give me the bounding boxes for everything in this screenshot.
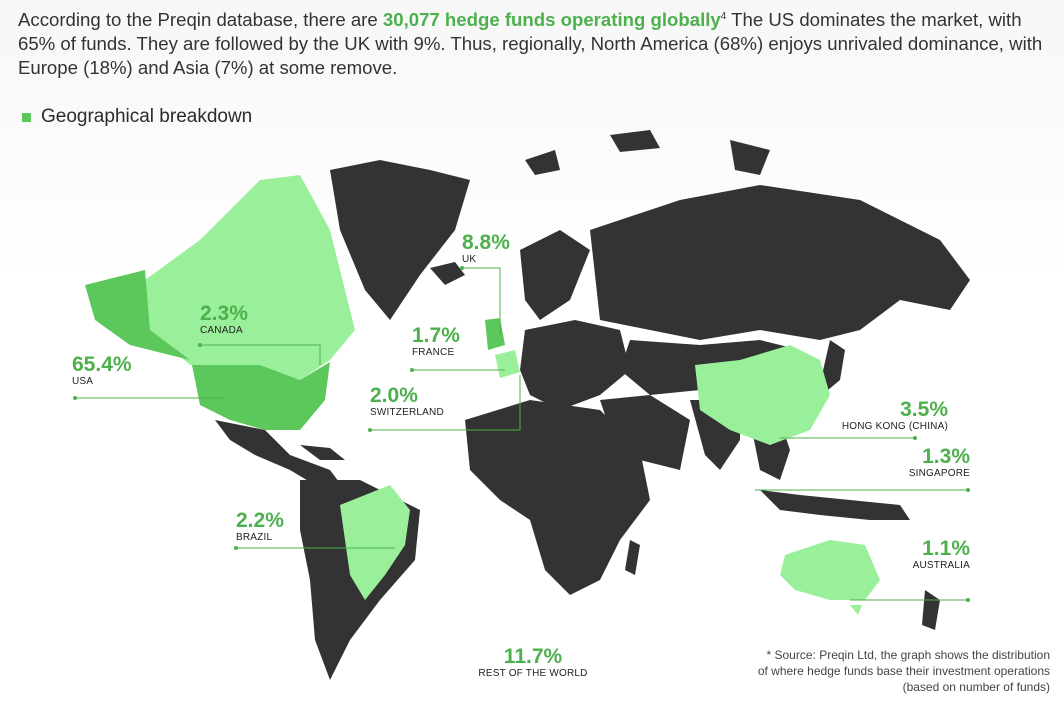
- caribbean-shape: [300, 445, 345, 460]
- usa-shape: [192, 362, 330, 430]
- greenland-shape: [330, 160, 470, 320]
- tasmania-shape: [850, 605, 862, 615]
- label-brazil-pct: 2.2%: [236, 509, 284, 532]
- label-uk: 8.8% UK: [462, 232, 510, 266]
- label-usa: 65.4% USA: [72, 354, 132, 388]
- arabia-shape: [600, 395, 690, 470]
- arctic-islands-shape: [610, 130, 660, 152]
- label-singapore-name: SINGAPORE: [908, 468, 970, 479]
- russia-shape: [590, 185, 970, 340]
- label-brazil: 2.2% BRAZIL: [236, 510, 284, 544]
- light-land-group: [145, 175, 880, 615]
- canada-shape: [145, 175, 355, 380]
- label-canada: 2.3% CANADA: [200, 303, 248, 337]
- leader-switzerland: [370, 375, 521, 431]
- uk-shape: [485, 318, 505, 350]
- madagascar-shape: [625, 540, 640, 575]
- legend-label: Geographical breakdown: [41, 106, 253, 127]
- europe-shape: [520, 320, 630, 410]
- africa-shape: [465, 400, 650, 595]
- brazil-shape: [340, 485, 410, 600]
- label-singapore-pct: 1.3%: [922, 445, 970, 468]
- leader-dot-switzerland: [368, 428, 372, 432]
- leader-dots: [73, 266, 970, 602]
- intro-text-end: The US dominates the market, with 65% of…: [18, 9, 1043, 78]
- svalbard-shape: [525, 150, 560, 175]
- label-canada-pct: 2.3%: [200, 302, 248, 325]
- alaska-shape: [85, 270, 190, 360]
- label-australia: 1.1% AUSTRALIA: [870, 538, 970, 572]
- label-switzerland-name: SWITZERLAND: [370, 407, 444, 418]
- leader-dot-australia: [966, 598, 970, 602]
- leader-dot-france: [410, 368, 414, 372]
- source-line-2: of where hedge funds base their investme…: [757, 664, 1050, 678]
- label-uk-pct: 8.8%: [462, 231, 510, 254]
- iceland-shape: [430, 262, 465, 285]
- intro-paragraph: According to the Preqin database, there …: [18, 8, 1058, 80]
- leader-canada: [200, 344, 321, 365]
- label-france-pct: 1.7%: [412, 324, 460, 347]
- source-line-3: (based on number of funds): [902, 680, 1050, 694]
- new-zealand-shape: [922, 590, 940, 630]
- leader-lines: [75, 267, 968, 601]
- leader-dot-hongkong: [913, 436, 917, 440]
- label-usa-pct: 65.4%: [72, 353, 132, 376]
- label-france-name: FRANCE: [412, 347, 455, 358]
- leader-dot-canada: [198, 343, 202, 347]
- scandinavia-shape: [520, 230, 590, 320]
- leader-dot-brazil: [234, 546, 238, 550]
- label-switzerland-pct: 2.0%: [370, 384, 418, 407]
- label-australia-pct: 1.1%: [922, 537, 970, 560]
- label-hongkong: 3.5% HONG KONG (CHINA): [780, 399, 948, 433]
- label-switzerland: 2.0% SWITZERLAND: [370, 385, 444, 419]
- intro-highlight: 30,077 hedge funds operating globally: [382, 9, 721, 30]
- novaya-zemlya-shape: [690, 195, 735, 240]
- label-canada-name: CANADA: [200, 325, 243, 336]
- leader-uk: [462, 267, 501, 335]
- label-rest-of-world-name: REST OF THE WORLD: [478, 668, 588, 679]
- footnote-marker: 4: [720, 11, 727, 22]
- australia-shape: [780, 540, 880, 600]
- label-france: 1.7% FRANCE: [412, 325, 460, 359]
- label-uk-name: UK: [462, 254, 477, 265]
- leader-dot-singapore: [966, 488, 970, 492]
- label-australia-name: AUSTRALIA: [912, 560, 970, 571]
- arctic-east-shape: [730, 140, 770, 175]
- label-brazil-name: BRAZIL: [236, 532, 273, 543]
- label-usa-name: USA: [72, 376, 94, 387]
- label-singapore: 1.3% SINGAPORE: [870, 446, 970, 480]
- legend: Geographical breakdown: [22, 106, 252, 128]
- label-hongkong-name: HONG KONG (CHINA): [841, 421, 948, 432]
- indonesia-shape: [760, 490, 910, 520]
- label-rest-of-world-pct: 11.7%: [503, 645, 563, 668]
- mexico-central-america-shape: [215, 420, 345, 490]
- intro-text-start: According to the Preqin database, there …: [18, 9, 383, 30]
- source-line-1: * Source: Preqin Ltd, the graph shows th…: [766, 648, 1051, 662]
- leader-dot-uk: [460, 266, 464, 270]
- china-shape: [695, 345, 830, 445]
- source-note: * Source: Preqin Ltd, the graph shows th…: [650, 647, 1050, 695]
- dark-land-group: [215, 130, 970, 680]
- japan-shape: [822, 340, 845, 390]
- france-shape: [495, 350, 520, 378]
- leader-dot-usa: [73, 396, 77, 400]
- label-rest-of-world: 11.7% REST OF THE WORLD: [465, 646, 601, 680]
- legend-swatch: [22, 112, 31, 122]
- label-hongkong-pct: 3.5%: [900, 398, 948, 421]
